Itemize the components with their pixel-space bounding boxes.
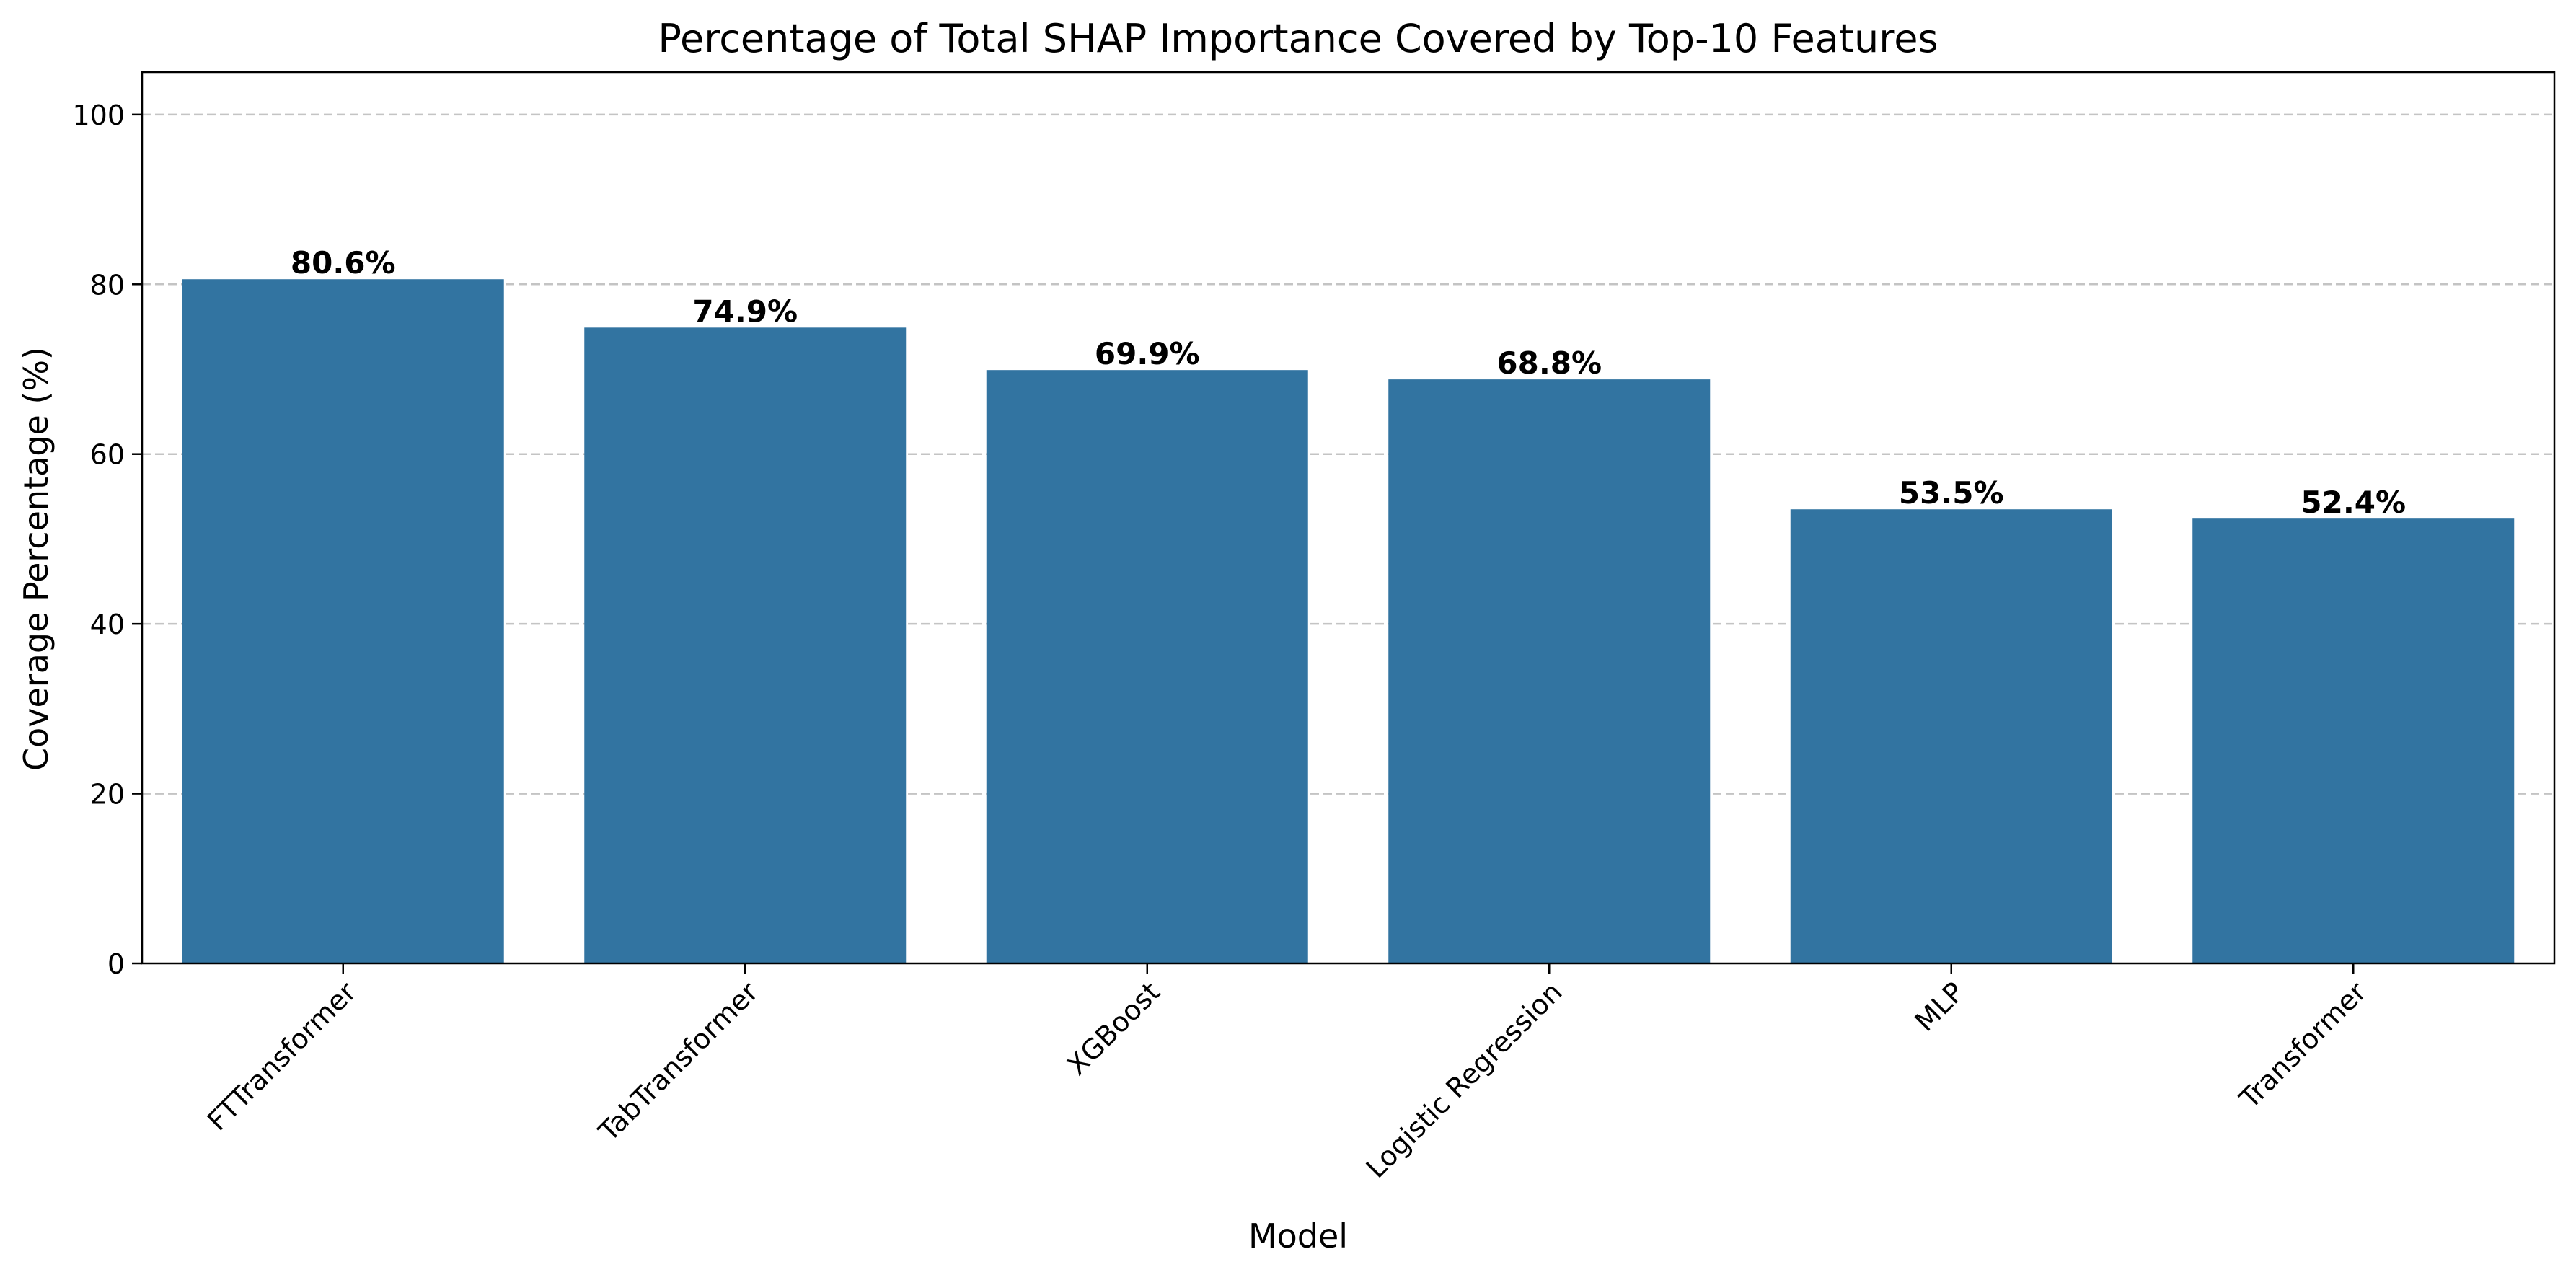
bar [584, 327, 907, 963]
data-label: 53.5% [1899, 475, 2004, 511]
data-label: 74.9% [692, 293, 798, 329]
y-tick-label: 60 [90, 439, 125, 471]
y-tick-label: 0 [107, 948, 125, 980]
data-labels: 80.6% 74.9% 69.9% 68.8% 53.5% 52.4% [291, 245, 2406, 520]
bars [182, 279, 2515, 963]
plot-frame [141, 71, 2556, 965]
y-tick-label: 100 [72, 100, 125, 131]
y-axis-label: Coverage Percentage (%) [17, 347, 56, 771]
bar [1790, 509, 2112, 963]
y-tick-label: 40 [90, 609, 125, 640]
bar [1388, 379, 1711, 963]
bar [2192, 518, 2515, 963]
y-tick-label: 20 [90, 779, 125, 811]
bar [986, 370, 1308, 963]
data-label: 52.4% [2301, 485, 2406, 520]
bar [182, 279, 504, 963]
data-label: 69.9% [1095, 336, 1200, 371]
x-axis-label: Model [1248, 1217, 1348, 1255]
data-label: 68.8% [1496, 345, 1602, 381]
data-label: 80.6% [291, 245, 396, 281]
y-tick-label: 80 [90, 269, 125, 301]
chart-title: Percentage of Total SHAP Importance Cove… [658, 16, 1938, 61]
